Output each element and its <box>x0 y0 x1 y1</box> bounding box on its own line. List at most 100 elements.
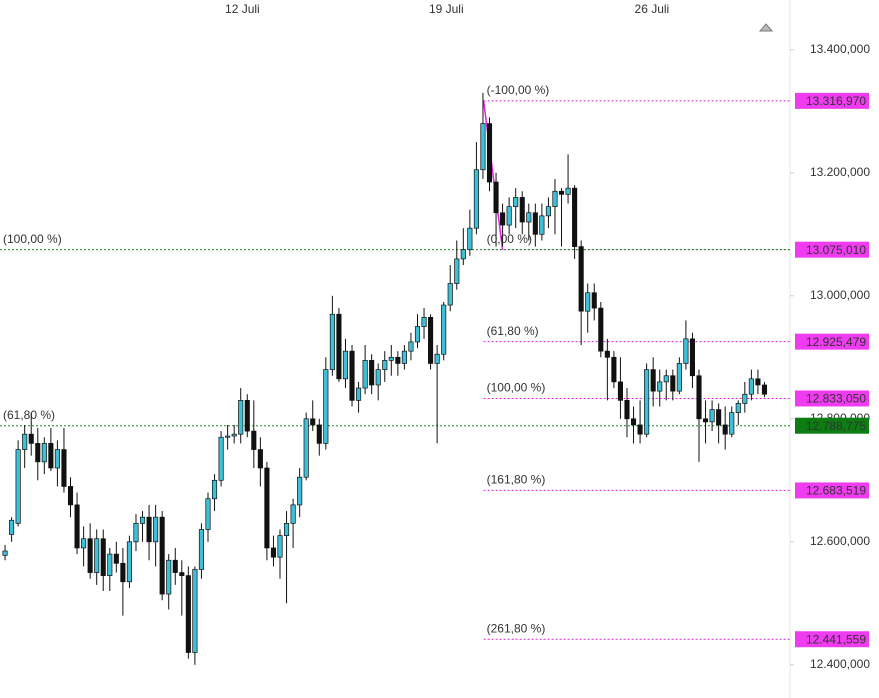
fib-level-label: (100,00 %) <box>487 381 546 395</box>
price-label-box <box>795 333 869 350</box>
fib-level-label: (161,80 %) <box>487 473 546 487</box>
candle-body <box>572 187 578 247</box>
home-icon[interactable] <box>758 23 774 32</box>
candle-body <box>126 541 132 583</box>
candle-body <box>41 443 47 463</box>
candle-body <box>742 393 748 404</box>
candle-body <box>401 350 407 364</box>
fib-level-label: (261,80 %) <box>487 621 546 635</box>
candle-body <box>356 387 362 401</box>
y-tick-label: 13.200,000 <box>810 165 870 179</box>
candle-body <box>755 378 761 386</box>
candle-body <box>421 316 427 327</box>
candle-body <box>467 227 473 251</box>
candle-body <box>336 313 342 380</box>
candle-body <box>146 516 152 543</box>
candle-body <box>120 562 126 583</box>
candle-body <box>284 522 290 536</box>
candle-body <box>238 400 244 435</box>
candle-body <box>133 522 139 543</box>
fib-level-label: (61,80 %) <box>487 324 539 338</box>
candle-body <box>591 292 597 309</box>
candle-body <box>395 356 401 364</box>
y-tick-label: 13.000,000 <box>810 288 870 302</box>
candle-body <box>702 418 709 423</box>
candle-body <box>303 418 309 478</box>
candle-body <box>316 424 322 444</box>
candle-body <box>87 538 93 573</box>
candle-body <box>428 316 434 364</box>
candle-body <box>192 569 198 653</box>
candle-body <box>290 504 296 524</box>
candle-body <box>578 246 584 312</box>
candle-body <box>172 559 178 573</box>
candle-body <box>388 356 394 361</box>
price-label-box <box>795 417 869 434</box>
candle-body <box>270 547 277 558</box>
price-label-box <box>795 390 869 407</box>
candle-body <box>382 360 388 370</box>
candle-body <box>513 197 519 207</box>
candle-body <box>716 409 722 426</box>
candle-body <box>532 212 538 235</box>
price-label-box <box>795 92 869 109</box>
price-label-box <box>795 482 869 499</box>
candle-body <box>329 313 335 370</box>
candle-body <box>54 449 60 469</box>
price-label: 12.683,519 <box>806 484 866 498</box>
candle-body <box>48 443 54 469</box>
candle-body <box>257 449 263 469</box>
x-tick-label: 19 Juli <box>429 2 464 16</box>
candle-body <box>113 553 119 564</box>
candle-body <box>244 400 250 432</box>
price-label: 12.441,559 <box>806 632 866 646</box>
candle-body <box>748 378 754 395</box>
candle-body <box>375 369 381 386</box>
candle-body <box>61 449 67 487</box>
fib-level-label: (100,00 %) <box>3 232 62 246</box>
candle-body <box>264 467 270 549</box>
candle-body <box>15 449 21 524</box>
candle-body <box>598 307 604 352</box>
candle-body <box>689 338 696 377</box>
price-label: 12.925,479 <box>806 335 866 349</box>
x-tick-label: 12 Juli <box>225 2 260 16</box>
candle-body <box>630 418 637 426</box>
candle-body <box>22 433 28 450</box>
candle-body <box>185 575 191 653</box>
fib-level-label: (-100,00 %) <box>487 83 550 97</box>
candle-body <box>434 353 440 364</box>
candle-body <box>454 258 460 284</box>
candle-body <box>558 190 565 195</box>
candle-body <box>506 206 512 226</box>
candle-body <box>493 181 499 214</box>
candle-body <box>545 206 551 217</box>
candle-body <box>519 197 525 223</box>
candle-body <box>637 424 643 435</box>
candle-body <box>67 486 74 506</box>
candle-body <box>676 363 682 392</box>
candle-body <box>670 375 676 392</box>
candle-body <box>604 350 610 358</box>
candle-body <box>585 292 591 312</box>
candle-body <box>611 356 617 383</box>
y-tick-label: 12.400,000 <box>810 657 870 671</box>
candle-body <box>657 381 663 392</box>
candle-body <box>9 519 15 535</box>
candle-body <box>323 369 329 444</box>
price-label: 12.788,775 <box>806 419 866 433</box>
candle-body <box>218 436 224 481</box>
candle-body <box>369 360 375 386</box>
candle-body <box>617 381 623 401</box>
candle-body <box>473 169 479 229</box>
candle-body <box>35 443 41 463</box>
candle-body <box>81 538 87 549</box>
candle-body <box>761 384 768 395</box>
candle-body <box>251 430 257 450</box>
candle-body <box>153 516 159 543</box>
candle-body <box>729 412 735 435</box>
candle-body <box>205 498 211 530</box>
candle-body <box>683 338 689 364</box>
candle-body <box>179 572 185 576</box>
candle-body <box>2 550 8 556</box>
